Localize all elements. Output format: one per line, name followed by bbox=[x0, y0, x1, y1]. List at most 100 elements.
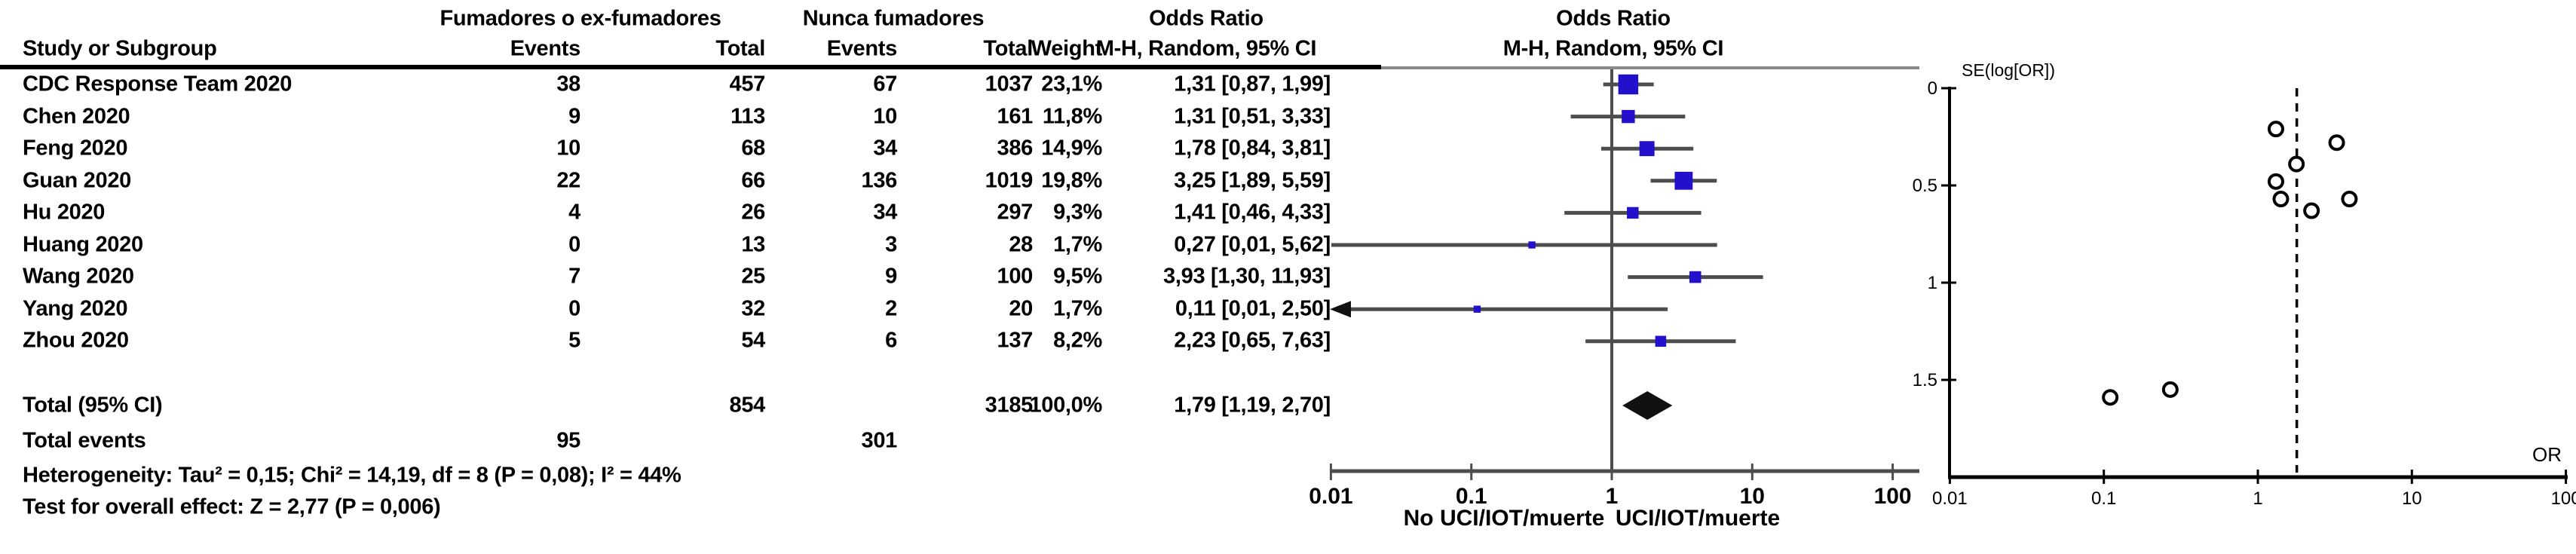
events1-value: 38 bbox=[556, 72, 580, 96]
weight-value: 1,7% bbox=[1053, 232, 1102, 257]
events1-value: 7 bbox=[568, 264, 580, 289]
total1-value: 54 bbox=[741, 328, 765, 353]
weight-value: 1,7% bbox=[1053, 296, 1102, 321]
favours-left-label: No UCI/IOT/muerte bbox=[1404, 506, 1605, 531]
forest-study-marker bbox=[1689, 271, 1702, 283]
events2-value: 6 bbox=[885, 328, 897, 353]
events2-value: 10 bbox=[873, 104, 897, 129]
events2-value: 3 bbox=[885, 232, 897, 257]
total2-value: 137 bbox=[997, 328, 1034, 353]
funnel-x-tick-label: 0.01 bbox=[1932, 488, 1968, 509]
events1-value: 4 bbox=[568, 200, 580, 225]
funnel-point bbox=[2161, 381, 2179, 398]
col-header-total1: Total bbox=[715, 36, 765, 61]
total-events2-sum: 301 bbox=[861, 428, 898, 453]
or-column-header-line1: Odds Ratio bbox=[1149, 6, 1263, 31]
total1-value: 457 bbox=[729, 72, 766, 96]
total2-value: 1019 bbox=[985, 168, 1034, 193]
events1-value: 10 bbox=[556, 136, 580, 161]
funnel-point bbox=[2267, 121, 2284, 138]
favours-right-label: UCI/IOT/muerte bbox=[1616, 506, 1780, 531]
forest-axis-tick-label: 0.1 bbox=[1456, 484, 1487, 509]
forest-axis-tick-label: 100 bbox=[1874, 484, 1912, 509]
funnel-x-tick-label: 1 bbox=[2253, 488, 2262, 509]
study-name: Zhou 2020 bbox=[23, 328, 129, 353]
total2-sum: 3185 bbox=[985, 393, 1034, 418]
weight-sum: 100,0% bbox=[1029, 393, 1102, 418]
col-header-study: Study or Subgroup bbox=[23, 36, 217, 61]
events2-value: 2 bbox=[885, 296, 897, 321]
events1-value: 0 bbox=[568, 296, 580, 321]
weight-value: 14,9% bbox=[1041, 136, 1102, 161]
ci-text: 2,23 [0,65, 7,63] bbox=[1174, 328, 1331, 353]
total-label: Total (95% CI) bbox=[23, 393, 163, 418]
funnel-point bbox=[2272, 191, 2290, 208]
total2-value: 161 bbox=[997, 104, 1034, 129]
funnel-y-tick-label: 0.5 bbox=[1913, 176, 1937, 196]
total1-value: 26 bbox=[741, 200, 765, 225]
forest-study-marker bbox=[1674, 171, 1693, 190]
events2-value: 34 bbox=[873, 136, 897, 161]
events1-value: 5 bbox=[568, 328, 580, 353]
heterogeneity-text: Heterogeneity: Tau² = 0,15; Chi² = 14,19… bbox=[23, 463, 682, 488]
forest-axis-tick-label: 0.01 bbox=[1309, 484, 1352, 509]
total2-value: 28 bbox=[1009, 232, 1033, 257]
weight-value: 8,2% bbox=[1053, 328, 1102, 353]
plot-header-line2: M-H, Random, 95% CI bbox=[1502, 36, 1724, 61]
ci-text: 1,31 [0,51, 3,33] bbox=[1174, 104, 1331, 129]
funnel-point bbox=[2267, 173, 2284, 190]
forest-study-marker bbox=[1622, 109, 1635, 124]
funnel-point bbox=[2341, 191, 2358, 208]
forest-study-marker bbox=[1528, 241, 1536, 249]
study-name: CDC Response Team 2020 bbox=[23, 72, 293, 96]
or-column-header-line2: M-H, Random, 95% CI bbox=[1095, 36, 1317, 61]
plot-header-line1: Odds Ratio bbox=[1556, 6, 1671, 31]
forest-axis-tick-label: 10 bbox=[1740, 484, 1765, 509]
funnel-y-tick-label: 0 bbox=[1928, 78, 1937, 99]
total-events-label: Total events bbox=[23, 428, 146, 453]
total2-value: 386 bbox=[997, 136, 1034, 161]
study-name: Feng 2020 bbox=[23, 136, 128, 161]
total1-sum: 854 bbox=[729, 393, 766, 418]
funnel-point bbox=[2303, 202, 2320, 219]
study-name: Huang 2020 bbox=[23, 232, 143, 257]
funnel-y-axis-label: SE(log[OR]) bbox=[1962, 60, 2055, 80]
study-name: Yang 2020 bbox=[23, 296, 128, 321]
funnel-point bbox=[2102, 389, 2119, 406]
col-header-total2: Total bbox=[983, 36, 1033, 61]
ci-text: 0,27 [0,01, 5,62] bbox=[1174, 232, 1331, 257]
pooled-ci-text: 1,79 [1,19, 2,70] bbox=[1174, 393, 1331, 418]
forest-axis-tick-label: 1 bbox=[1606, 484, 1619, 509]
study-name: Guan 2020 bbox=[23, 168, 131, 193]
forest-plot-top-border bbox=[1381, 66, 1919, 69]
ci-text: 3,93 [1,30, 11,93] bbox=[1163, 264, 1331, 289]
summary-diamond bbox=[1622, 391, 1673, 420]
overall-effect-text: Test for overall effect: Z = 2,77 (P = 0… bbox=[23, 494, 441, 519]
events2-value: 67 bbox=[873, 72, 897, 96]
col-header-weight: Weight bbox=[1031, 36, 1103, 61]
total2-value: 297 bbox=[997, 200, 1034, 225]
events1-value: 9 bbox=[568, 104, 580, 129]
events1-value: 22 bbox=[556, 168, 580, 193]
forest-study-marker bbox=[1639, 141, 1655, 157]
weight-value: 23,1% bbox=[1041, 72, 1102, 96]
forest-ci-left-arrow bbox=[1330, 301, 1351, 318]
col-header-events2: Events bbox=[826, 36, 898, 61]
funnel-y-tick-label: 1 bbox=[1928, 273, 1937, 293]
funnel-point bbox=[2328, 134, 2345, 152]
total2-value: 100 bbox=[997, 264, 1034, 289]
total2-value: 1037 bbox=[985, 72, 1034, 96]
weight-value: 11,8% bbox=[1042, 104, 1102, 129]
total1-value: 25 bbox=[741, 264, 765, 289]
funnel-x-tick-label: 10 bbox=[2402, 488, 2422, 509]
funnel-y-tick-label: 1.5 bbox=[1913, 370, 1937, 390]
ci-text: 1,31 [0,87, 1,99] bbox=[1174, 72, 1331, 96]
total2-value: 20 bbox=[1009, 296, 1033, 321]
weight-value: 9,5% bbox=[1053, 264, 1102, 289]
ci-text: 0,11 [0,01, 2,50] bbox=[1175, 296, 1331, 321]
study-name: Chen 2020 bbox=[23, 104, 130, 129]
forest-study-marker bbox=[1618, 74, 1639, 95]
total-events1-sum: 95 bbox=[556, 428, 580, 453]
weight-value: 9,3% bbox=[1053, 200, 1102, 225]
